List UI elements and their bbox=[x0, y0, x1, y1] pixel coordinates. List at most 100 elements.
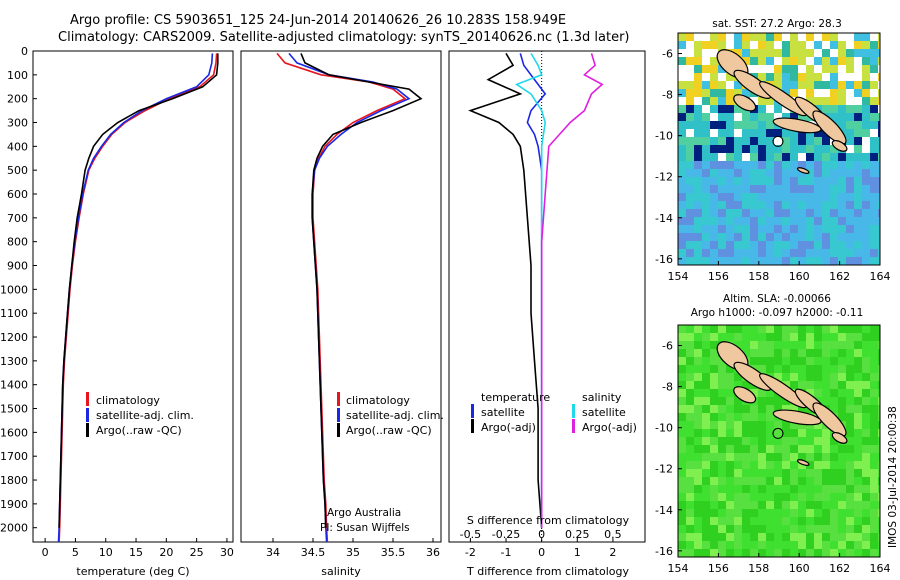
x-tick-label: 15 bbox=[129, 546, 143, 559]
map-cell bbox=[774, 445, 782, 453]
map-cell bbox=[878, 161, 880, 169]
map-cell bbox=[846, 177, 854, 185]
map-cell bbox=[742, 121, 750, 129]
map-cell bbox=[766, 525, 774, 533]
map-cell bbox=[726, 389, 734, 397]
map-cell bbox=[694, 493, 702, 501]
map-cell bbox=[822, 177, 830, 185]
map-cell bbox=[846, 549, 854, 557]
map-cell bbox=[830, 89, 838, 97]
island-shape bbox=[812, 402, 847, 437]
map-cell bbox=[734, 501, 742, 509]
map-cell bbox=[766, 169, 774, 177]
map-cell bbox=[750, 225, 758, 233]
map-cell bbox=[718, 533, 726, 541]
map-cell bbox=[862, 169, 870, 177]
map-cell bbox=[726, 257, 734, 265]
map-cell bbox=[766, 241, 774, 249]
map-cell bbox=[710, 113, 718, 121]
map-cell bbox=[686, 81, 694, 89]
map-cell bbox=[694, 477, 702, 485]
map-cell bbox=[750, 193, 758, 201]
map-cell bbox=[718, 525, 726, 533]
map-cell bbox=[702, 129, 710, 137]
map-cell bbox=[878, 325, 880, 333]
map-cell bbox=[862, 357, 870, 365]
map-x-tick-label: 158 bbox=[748, 562, 769, 575]
map-cell bbox=[694, 137, 702, 145]
map-cell bbox=[862, 129, 870, 137]
map-cell bbox=[846, 341, 854, 349]
map-cell bbox=[726, 41, 734, 49]
map-cell bbox=[790, 161, 798, 169]
map-cell bbox=[846, 453, 854, 461]
map-cell bbox=[854, 185, 862, 193]
map-cell bbox=[766, 249, 774, 257]
map-cell bbox=[686, 137, 694, 145]
map-cell bbox=[758, 325, 766, 333]
series-line-temperature-argo-adj bbox=[468, 52, 543, 528]
temperature-xlabel: temperature (deg C) bbox=[76, 565, 189, 578]
map-cell bbox=[870, 137, 878, 145]
map-cell bbox=[798, 541, 806, 549]
map-cell bbox=[878, 49, 880, 57]
map-cell bbox=[726, 549, 734, 557]
map-cell bbox=[702, 201, 710, 209]
map-cell bbox=[782, 477, 790, 485]
map-cell bbox=[782, 185, 790, 193]
map-cell bbox=[870, 257, 878, 265]
map-cell bbox=[790, 533, 798, 541]
map-cell bbox=[702, 65, 710, 73]
map-cell bbox=[782, 65, 790, 73]
map-cell bbox=[822, 325, 830, 333]
map-cell bbox=[846, 137, 854, 145]
map-cell bbox=[726, 461, 734, 469]
map-cell bbox=[758, 129, 766, 137]
map-cell bbox=[782, 525, 790, 533]
map-cell bbox=[750, 49, 758, 57]
map-cell bbox=[678, 421, 686, 429]
map-cell bbox=[870, 373, 878, 381]
map-cell bbox=[702, 333, 710, 341]
map-cell bbox=[734, 413, 742, 421]
map-cell bbox=[838, 477, 846, 485]
map-cell bbox=[742, 153, 750, 161]
map-cell bbox=[734, 161, 742, 169]
map-cell bbox=[734, 41, 742, 49]
map-cell bbox=[846, 357, 854, 365]
map-cell bbox=[822, 381, 830, 389]
map-cell bbox=[806, 225, 814, 233]
map-cell bbox=[814, 257, 822, 265]
map-cell bbox=[838, 349, 846, 357]
map-cell bbox=[870, 437, 878, 445]
map-cell bbox=[702, 225, 710, 233]
map-cell bbox=[774, 517, 782, 525]
map-cell bbox=[686, 89, 694, 97]
map-cell bbox=[790, 129, 798, 137]
map-cell bbox=[774, 397, 782, 405]
map-cell bbox=[686, 241, 694, 249]
map-cell bbox=[702, 469, 710, 477]
map-cell bbox=[782, 541, 790, 549]
map-cell bbox=[806, 65, 814, 73]
top-x-tick-label: 0.5 bbox=[604, 528, 622, 541]
map-cell bbox=[782, 129, 790, 137]
map-cell bbox=[806, 81, 814, 89]
map-cell bbox=[686, 41, 694, 49]
map-cell bbox=[718, 493, 726, 501]
map-cell bbox=[814, 429, 822, 437]
depth-tick-label: 100 bbox=[7, 69, 28, 82]
map-cell bbox=[806, 381, 814, 389]
map-cell bbox=[862, 549, 870, 557]
map-cell bbox=[798, 421, 806, 429]
map-cell bbox=[766, 209, 774, 217]
map-cell bbox=[758, 57, 766, 65]
map-cell bbox=[878, 217, 880, 225]
map-cell bbox=[790, 477, 798, 485]
map-cell bbox=[726, 105, 734, 113]
map-cell bbox=[750, 485, 758, 493]
map-cell bbox=[782, 153, 790, 161]
map-cell bbox=[790, 145, 798, 153]
map-cell bbox=[870, 65, 878, 73]
map-cell bbox=[862, 81, 870, 89]
